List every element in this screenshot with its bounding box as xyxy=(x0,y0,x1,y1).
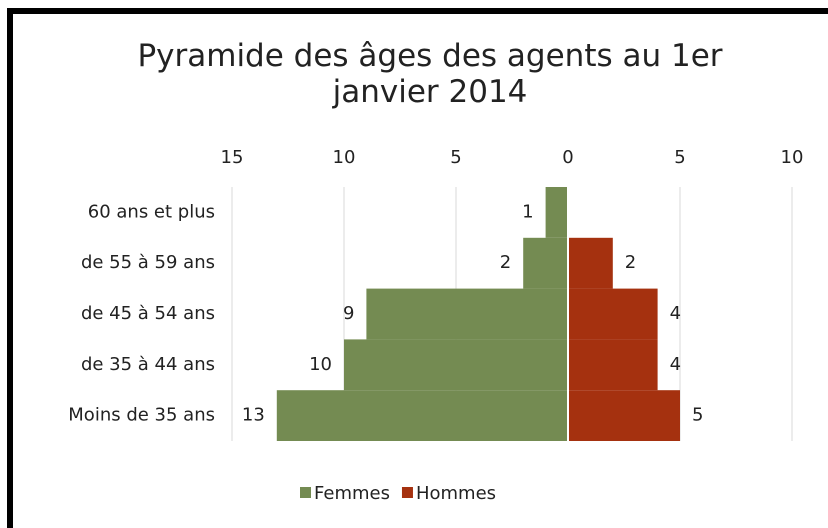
bar xyxy=(568,237,613,289)
bar xyxy=(568,339,658,391)
x-tick-label: 10 xyxy=(781,147,804,168)
data-label: 1 xyxy=(522,201,533,222)
data-label: 13 xyxy=(242,405,265,426)
data-label: 5 xyxy=(692,405,703,426)
x-tick-label: 5 xyxy=(450,147,461,168)
x-tick-label: 5 xyxy=(674,147,685,168)
data-label: 4 xyxy=(670,303,681,324)
y-tick-label: de 35 à 44 ans xyxy=(81,354,215,375)
bar xyxy=(545,187,568,238)
y-tick-label: de 55 à 59 ans xyxy=(81,252,215,273)
y-tick-label: de 45 à 54 ans xyxy=(81,303,215,324)
legend-label: Femmes xyxy=(314,483,390,504)
legend-label: Hommes xyxy=(416,483,496,504)
bar xyxy=(366,288,568,340)
bar xyxy=(568,288,658,340)
legend-swatch xyxy=(401,487,413,498)
x-tick-label: 10 xyxy=(333,147,356,168)
data-label: 10 xyxy=(309,354,332,375)
chart-frame xyxy=(7,8,828,528)
x-tick-label: 15 xyxy=(221,147,244,168)
y-tick-label: Moins de 35 ans xyxy=(68,405,215,426)
legend-swatch xyxy=(300,487,311,498)
bar xyxy=(276,390,568,441)
bar xyxy=(523,237,568,289)
data-label: 4 xyxy=(670,354,681,375)
bar xyxy=(344,339,568,391)
bar xyxy=(568,390,680,441)
chart-title: Pyramide des âges des agents au 1er janv… xyxy=(137,38,723,110)
data-label: 2 xyxy=(500,252,511,273)
data-label: 2 xyxy=(625,252,636,273)
x-tick-label: 0 xyxy=(562,147,573,168)
data-label: 9 xyxy=(343,303,354,324)
y-tick-label: 60 ans et plus xyxy=(88,201,215,222)
